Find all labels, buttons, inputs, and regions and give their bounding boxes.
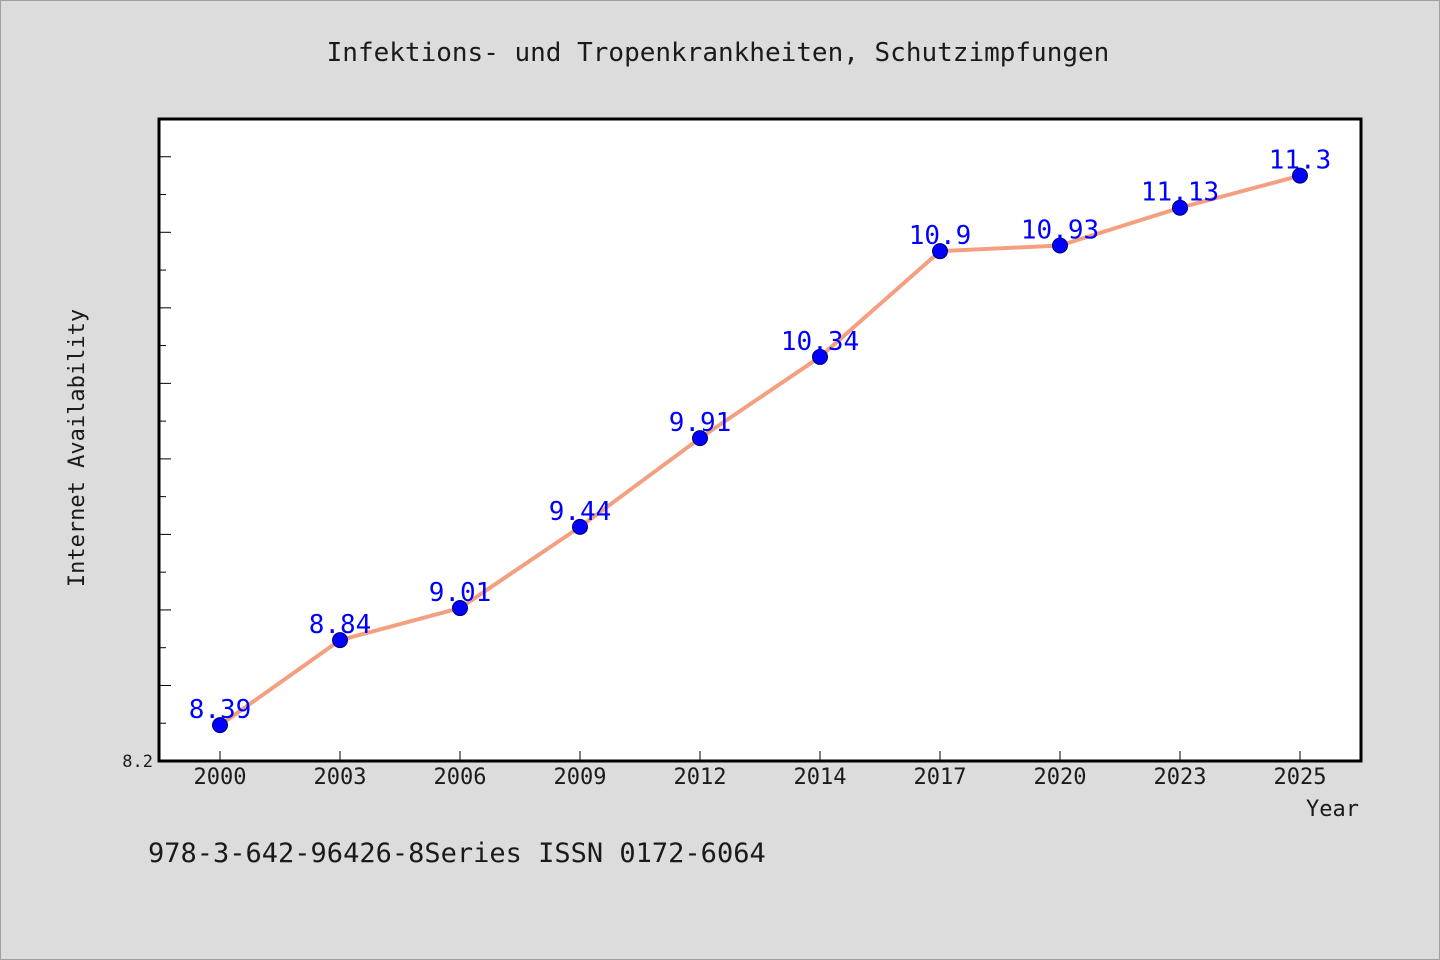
data-label: 9.01 (429, 578, 492, 608)
data-label: 11.13 (1141, 178, 1219, 208)
data-label: 10.9 (909, 221, 972, 251)
data-point (932, 243, 948, 260)
data-point (1172, 199, 1188, 216)
data-point (812, 348, 828, 365)
x-tick-label: 2014 (794, 765, 847, 790)
data-point (1052, 237, 1068, 254)
series-line (218, 173, 1302, 728)
x-axis-ticks (219, 751, 1301, 761)
x-tick-label: 2023 (1154, 765, 1207, 790)
data-label: 10.34 (781, 327, 859, 357)
data-labels: 8.39 8.84 9.01 9.44 9.91 10.34 10.9 10.93 11.13 1… (189, 146, 1332, 725)
data-label: 9.91 (669, 408, 732, 438)
y-axis-label: Internet Availability (65, 309, 90, 587)
data-point (1292, 167, 1308, 184)
chart-title: Infektions- und Tropenkrankheiten, Schut… (327, 38, 1110, 68)
x-axis-label: Year (1306, 797, 1359, 822)
plot-area (157, 117, 1363, 763)
data-label: 10.93 (1021, 216, 1099, 246)
data-markers (212, 167, 1308, 734)
y-axis-min-label: 8.2 (122, 752, 153, 772)
y-axis-ticks (159, 156, 171, 724)
x-tick-label: 2009 (554, 765, 607, 790)
x-tick-label: 2017 (914, 765, 967, 790)
x-tick-label: 2012 (674, 765, 727, 790)
data-point (692, 430, 708, 447)
x-tick-label: 2020 (1034, 765, 1087, 790)
x-tick-label: 2025 (1274, 765, 1327, 790)
x-tick-label: 2000 (194, 765, 247, 790)
data-point (212, 717, 228, 734)
footer-isbn-text: 978-3-642-96426-8Series ISSN 0172-6064 (148, 838, 766, 869)
data-point (332, 632, 348, 649)
x-tick-label: 2006 (434, 765, 487, 790)
data-label: 8.84 (309, 610, 372, 640)
data-point (572, 518, 588, 535)
data-label: 11.3 (1269, 146, 1332, 176)
x-tick-label: 2003 (314, 765, 367, 790)
data-label: 9.44 (549, 497, 612, 527)
data-label: 8.39 (189, 695, 252, 725)
data-point (452, 600, 468, 617)
x-axis-tick-labels: 2000 2003 2006 2009 2012 2014 2017 2020 2023 2025 (194, 765, 1327, 790)
